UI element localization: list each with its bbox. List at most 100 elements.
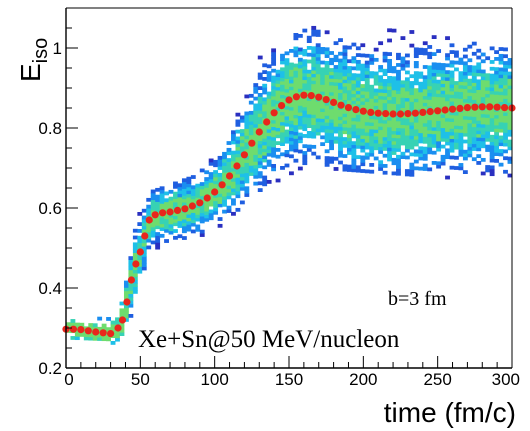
heatmap-bin: [239, 135, 245, 140]
heatmap-bin: [293, 33, 299, 37]
heatmap-bin: [498, 125, 504, 130]
heatmap-bin: [387, 89, 392, 94]
heatmap-bin: [235, 119, 241, 124]
heatmap-bin: [333, 54, 339, 59]
heatmap-bin: [396, 158, 401, 163]
heatmap-bin: [485, 148, 491, 152]
heatmap-bin: [503, 67, 508, 72]
heatmap-bin: [284, 51, 290, 56]
heatmap-bin: [293, 73, 299, 78]
heatmap-bin: [338, 75, 343, 80]
heatmap-bin: [293, 104, 299, 109]
mean-point: [196, 199, 204, 207]
heatmap-bin: [186, 207, 192, 212]
heatmap-bin: [262, 175, 268, 180]
heatmap-bin: [302, 86, 308, 91]
heatmap-bin: [213, 170, 219, 174]
heatmap-bin: [173, 201, 178, 206]
heatmap-bin: [123, 314, 129, 319]
heatmap-bin: [498, 104, 504, 109]
heatmap-bin: [119, 328, 125, 333]
heatmap-bin: [181, 195, 187, 200]
heatmap-bin: [244, 114, 250, 119]
heatmap-bin: [355, 155, 361, 159]
heatmap-bin: [217, 176, 223, 181]
mean-point: [277, 102, 286, 110]
heatmap-bin: [150, 189, 156, 194]
heatmap-bin: [284, 71, 290, 76]
heatmap-bin: [128, 297, 134, 301]
heatmap-bin: [458, 101, 464, 106]
heatmap-bin: [498, 84, 504, 89]
heatmap-bin: [141, 259, 147, 264]
heatmap-bin: [351, 83, 357, 88]
heatmap-bin: [404, 141, 410, 146]
heatmap-bin: [503, 142, 508, 147]
heatmap-bin: [427, 116, 433, 121]
heatmap-bin: [141, 222, 147, 227]
heatmap-bin: [199, 188, 205, 193]
heatmap-bin: [462, 112, 468, 117]
heatmap-bin: [293, 128, 299, 132]
heatmap-bin: [458, 95, 464, 99]
mean-point: [151, 211, 159, 219]
heatmap-bin: [427, 96, 433, 100]
heatmap-bin: [360, 145, 366, 150]
heatmap-bin: [222, 175, 227, 180]
heatmap-bin: [369, 129, 375, 133]
mean-point: [478, 103, 486, 111]
heatmap-bin: [351, 90, 357, 95]
heatmap-bin: [235, 184, 241, 188]
heatmap-bin: [413, 129, 419, 133]
heatmap-bin: [400, 131, 406, 136]
heatmap-bin: [128, 286, 134, 291]
heatmap-bin: [137, 235, 143, 240]
heatmap-bin: [498, 152, 504, 157]
heatmap-bin: [293, 158, 299, 163]
heatmap-bin: [239, 163, 245, 167]
heatmap-bin: [454, 128, 459, 133]
heatmap-bin: [467, 126, 473, 131]
heatmap-bin: [498, 135, 504, 140]
heatmap-bin: [280, 132, 285, 136]
heatmap-bin: [454, 101, 459, 106]
heatmap-bin: [284, 116, 290, 120]
heatmap-bin: [427, 123, 433, 128]
heatmap-bin: [418, 85, 424, 89]
heatmap-bin: [445, 155, 450, 160]
heatmap-bin: [498, 47, 504, 51]
heatmap-bin: [266, 159, 272, 164]
heatmap-bin: [190, 185, 196, 190]
heatmap-bin: [297, 95, 303, 99]
heatmap-bin: [445, 73, 450, 78]
heatmap-bin: [485, 110, 491, 115]
heatmap-bin: [427, 51, 433, 56]
heatmap-bin: [494, 138, 500, 143]
heatmap-bin: [266, 115, 272, 120]
heatmap-bin: [355, 59, 361, 64]
heatmap-bin: [476, 55, 482, 60]
heatmap-bin: [338, 68, 343, 73]
heatmap-bin: [297, 108, 303, 113]
heatmap-bin: [266, 71, 272, 75]
heatmap-bin: [262, 148, 268, 153]
heatmap-bin: [231, 191, 236, 196]
heatmap-bin: [396, 161, 401, 166]
heatmap-bin: [360, 90, 366, 95]
heatmap-bin: [302, 28, 308, 33]
heatmap-bin: [418, 115, 424, 120]
heatmap-bin: [391, 106, 397, 111]
heatmap-bin: [289, 127, 294, 131]
heatmap-bin: [302, 83, 308, 87]
heatmap-bin: [244, 165, 250, 170]
heatmap-bin: [128, 273, 134, 277]
heatmap-bin: [467, 99, 473, 103]
mean-point: [132, 260, 140, 268]
heatmap-bin: [306, 107, 312, 111]
heatmap-bin: [485, 93, 491, 98]
mean-point: [203, 194, 211, 202]
heatmap-bin: [396, 69, 401, 74]
heatmap-bin: [297, 61, 303, 65]
heatmap-bin: [329, 81, 334, 86]
heatmap-bin: [346, 69, 352, 74]
